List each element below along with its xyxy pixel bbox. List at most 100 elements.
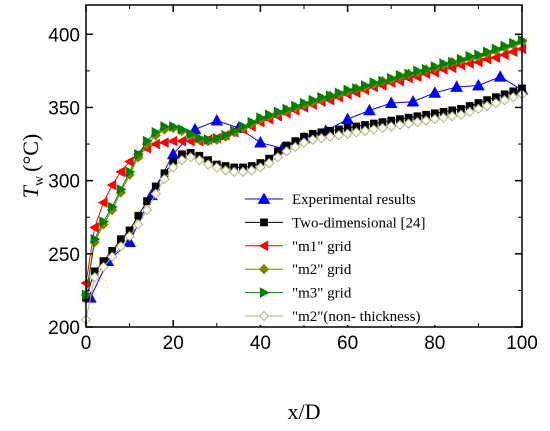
data-point [317, 91, 327, 103]
data-point [125, 166, 136, 178]
legend: Experimental results Two-dimensional [24]… [240, 185, 465, 325]
data-point [291, 100, 301, 112]
series-layer [80, 34, 529, 325]
data-point [89, 272, 100, 283]
data-point [474, 49, 484, 61]
legend-entry: "m3" grid [245, 286, 352, 302]
data-point [202, 159, 214, 170]
y-tick-label: 300 [48, 172, 80, 193]
data-point [404, 68, 415, 80]
data-point [108, 201, 118, 213]
data-point [333, 130, 345, 141]
y-tick-label: 200 [48, 318, 80, 339]
data-point [254, 136, 267, 148]
series-m3-grid [81, 34, 528, 301]
data-point [448, 56, 458, 68]
data-point [455, 109, 467, 120]
x-tick-label: 40 [250, 333, 271, 354]
data-point [133, 219, 144, 230]
data-point [185, 152, 196, 163]
ticks-layer: 0 20 40 60 80 100 200 250 300 350 400 [48, 5, 538, 354]
data-point [378, 75, 389, 87]
y-axis-title-unit: (°C) [18, 134, 43, 172]
data-point [124, 156, 134, 167]
legend-entry: Experimental results [245, 192, 416, 208]
data-point [123, 235, 136, 248]
y-axis-title: Tw (°C) [18, 134, 47, 199]
data-point [115, 241, 127, 252]
data-point [203, 134, 214, 146]
data-point [507, 46, 518, 58]
data-point [229, 166, 240, 178]
data-point [316, 132, 327, 144]
data-point [491, 43, 502, 55]
data-point [363, 103, 376, 116]
data-point [169, 121, 179, 132]
data-point [255, 162, 266, 173]
data-point [394, 119, 406, 131]
x-axis-title: x/D [288, 399, 321, 424]
legend-marker [258, 240, 269, 252]
data-point [298, 137, 310, 148]
data-point [352, 83, 362, 94]
data-point [158, 137, 169, 148]
legend-items: Experimental results Two-dimensional [24]… [245, 192, 426, 325]
legend-entry: "m1" grid [245, 239, 352, 255]
data-point [210, 114, 224, 126]
data-point [360, 80, 371, 91]
y-axis-title-subscript: w [32, 175, 47, 186]
data-point [307, 134, 318, 145]
x-tick-label: 100 [506, 333, 538, 354]
data-point [221, 129, 232, 141]
data-point [343, 84, 354, 96]
data-point [134, 211, 143, 220]
data-point [368, 124, 379, 135]
data-point [447, 111, 458, 122]
x-tick-label: 20 [163, 333, 184, 354]
data-point [359, 125, 371, 137]
data-point [230, 125, 240, 137]
data-point [99, 216, 109, 227]
data-point [387, 72, 397, 84]
data-point [430, 61, 441, 72]
data-point [483, 46, 493, 58]
data-point [429, 113, 441, 125]
data-point [98, 261, 109, 273]
data-point [134, 148, 144, 160]
legend-entry: "m2" grid [245, 262, 352, 278]
data-point [326, 90, 336, 102]
y-tick-label: 400 [48, 25, 80, 46]
data-point [246, 165, 257, 176]
data-point [116, 184, 127, 195]
data-point [272, 152, 284, 163]
data-point [150, 138, 160, 150]
data-point [342, 128, 353, 140]
data-point [90, 233, 101, 245]
y-axis-title-symbol: T [18, 184, 43, 198]
x-tick-label: 80 [424, 333, 445, 354]
data-point [341, 112, 354, 125]
data-point [450, 80, 463, 92]
data-point [413, 65, 423, 77]
data-point [89, 222, 99, 233]
data-point [395, 69, 406, 81]
data-point [124, 231, 135, 242]
data-point [420, 115, 432, 126]
data-point [186, 128, 197, 140]
data-point [369, 77, 380, 88]
x-tick-label: 60 [337, 333, 358, 354]
data-point [472, 78, 485, 91]
data-point [406, 95, 420, 107]
legend-marker [259, 287, 270, 298]
data-point [141, 204, 153, 216]
data-point [464, 106, 475, 118]
data-point [167, 135, 178, 147]
data-point [265, 109, 275, 121]
data-point [403, 118, 414, 129]
data-point [177, 124, 188, 135]
data-point [377, 122, 388, 134]
series-m2-non-thickness [80, 89, 528, 325]
data-point [176, 154, 188, 166]
data-point [490, 52, 500, 64]
